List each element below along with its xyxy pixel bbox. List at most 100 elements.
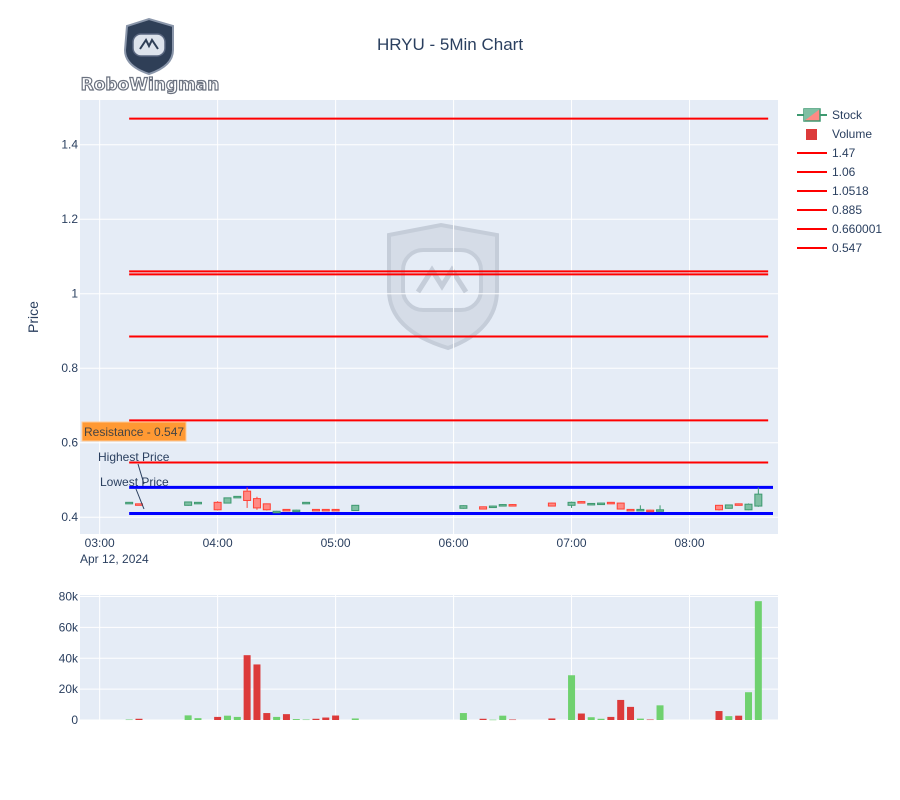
y-tick-label: 0.8 bbox=[61, 361, 78, 375]
candle bbox=[223, 497, 232, 504]
legend-item[interactable]: 1.06 bbox=[797, 165, 856, 179]
candle-body bbox=[646, 509, 655, 513]
candle bbox=[754, 487, 763, 507]
highest-price-annotation: Highest Price bbox=[98, 450, 170, 485]
legend[interactable]: Stock Volume 1.47 1.06 1.0518 0.885 0.660001 0.… bbox=[797, 108, 882, 255]
volume-bar bbox=[489, 719, 497, 721]
legend-item[interactable]: 1.47 bbox=[797, 146, 856, 160]
volume-bar bbox=[243, 655, 251, 720]
candle bbox=[744, 503, 753, 511]
candle-body bbox=[656, 509, 665, 512]
volume-bar bbox=[636, 718, 644, 720]
time-x-tick-labels: 03:00 04:00 05:00 06:00 07:00 08:00 bbox=[85, 536, 705, 550]
candle bbox=[646, 509, 655, 513]
volume-bar bbox=[754, 601, 762, 720]
volume-bar bbox=[273, 716, 281, 720]
volume-y-tick-labels: 0 20k 40k 60k 80k bbox=[59, 590, 79, 727]
candlesticks bbox=[125, 487, 763, 514]
legend-label: Stock bbox=[832, 108, 863, 122]
legend-item[interactable]: Volume bbox=[806, 127, 872, 141]
volume-bar bbox=[223, 715, 231, 720]
volume-bar bbox=[568, 675, 576, 720]
candle bbox=[233, 495, 242, 499]
volume-tick-label: 0 bbox=[71, 713, 78, 727]
legend-item[interactable]: 0.660001 bbox=[797, 222, 882, 236]
candle-body bbox=[724, 504, 733, 509]
volume-bar bbox=[302, 719, 310, 721]
candle bbox=[597, 502, 606, 506]
lowest-price-annotation: Lowest Price bbox=[100, 475, 169, 510]
legend-label: 0.885 bbox=[832, 203, 862, 217]
legend-item[interactable]: 0.885 bbox=[797, 203, 862, 217]
volume-bars bbox=[125, 601, 762, 721]
candle-body bbox=[125, 501, 134, 505]
volume-bar bbox=[479, 718, 487, 720]
candle-body bbox=[213, 501, 222, 511]
volume-bar bbox=[499, 715, 507, 720]
volume-plot-area bbox=[80, 595, 778, 720]
legend-item[interactable]: Stock bbox=[797, 108, 863, 122]
legend-item[interactable]: 1.0518 bbox=[797, 184, 869, 198]
volume-bar bbox=[509, 719, 517, 721]
candle-body bbox=[508, 504, 517, 507]
volume-bar bbox=[725, 716, 733, 720]
candle bbox=[311, 508, 320, 512]
candle-body bbox=[577, 501, 586, 504]
candle-body bbox=[243, 490, 252, 501]
x-tick-label: 06:00 bbox=[439, 536, 469, 550]
candle-body bbox=[498, 504, 507, 507]
legend-label: 0.660001 bbox=[832, 222, 882, 236]
candle-body bbox=[262, 503, 271, 511]
volume-bar bbox=[322, 717, 330, 720]
candle-body bbox=[252, 498, 261, 509]
highest-price-arrow bbox=[137, 463, 145, 485]
candle-body bbox=[331, 508, 340, 512]
price-panel: 0.4 0.6 0.8 1 1.2 1.4 03:00 04:00 05:00 06:00 07:… bbox=[25, 100, 778, 566]
volume-bar bbox=[597, 718, 605, 720]
y-tick-label: 1 bbox=[71, 287, 78, 301]
volume-bar bbox=[194, 718, 202, 720]
x-tick-label: 03:00 bbox=[85, 536, 115, 550]
candle bbox=[498, 504, 507, 507]
candle bbox=[616, 502, 625, 510]
y-tick-label: 1.4 bbox=[61, 138, 78, 152]
volume-bar bbox=[735, 715, 743, 720]
volume-bar bbox=[184, 715, 192, 720]
astronaut-helmet-icon bbox=[123, 17, 174, 76]
resistance-annotation-text: Resistance - 0.547 bbox=[84, 425, 184, 439]
candle bbox=[547, 502, 556, 507]
candle bbox=[734, 503, 743, 506]
highest-price-text: Highest Price bbox=[98, 450, 170, 464]
candle bbox=[321, 508, 330, 512]
price-axis-title: Price bbox=[25, 301, 41, 333]
candle bbox=[252, 496, 261, 510]
volume-panel: 0 20k 40k 60k 80k bbox=[59, 590, 778, 727]
candle bbox=[213, 501, 222, 511]
legend-item[interactable]: 0.547 bbox=[797, 241, 862, 255]
volume-bar bbox=[459, 713, 467, 720]
volume-bar bbox=[646, 719, 654, 721]
candle bbox=[636, 505, 645, 512]
candle-body bbox=[567, 501, 576, 506]
chart-title: HRYU - 5Min Chart bbox=[377, 35, 523, 54]
legend-label: 1.47 bbox=[832, 146, 856, 160]
volume-bar bbox=[548, 718, 556, 720]
y-tick-label: 1.2 bbox=[61, 212, 78, 226]
candle-body bbox=[547, 502, 556, 507]
volume-bar bbox=[135, 718, 143, 720]
candle-body bbox=[282, 508, 291, 512]
legend-label: 0.547 bbox=[832, 241, 862, 255]
candle bbox=[488, 505, 497, 509]
candle bbox=[193, 501, 202, 505]
candle bbox=[351, 504, 360, 512]
candle bbox=[262, 503, 271, 511]
candle-body bbox=[223, 497, 232, 504]
candle-body bbox=[193, 501, 202, 505]
candle bbox=[184, 501, 193, 506]
volume-bar bbox=[617, 699, 625, 720]
lowest-price-text: Lowest Price bbox=[100, 475, 169, 489]
candle bbox=[331, 508, 340, 512]
volume-bar bbox=[253, 664, 261, 720]
high-low-lines bbox=[129, 485, 773, 516]
y-tick-label: 0.6 bbox=[61, 436, 78, 450]
